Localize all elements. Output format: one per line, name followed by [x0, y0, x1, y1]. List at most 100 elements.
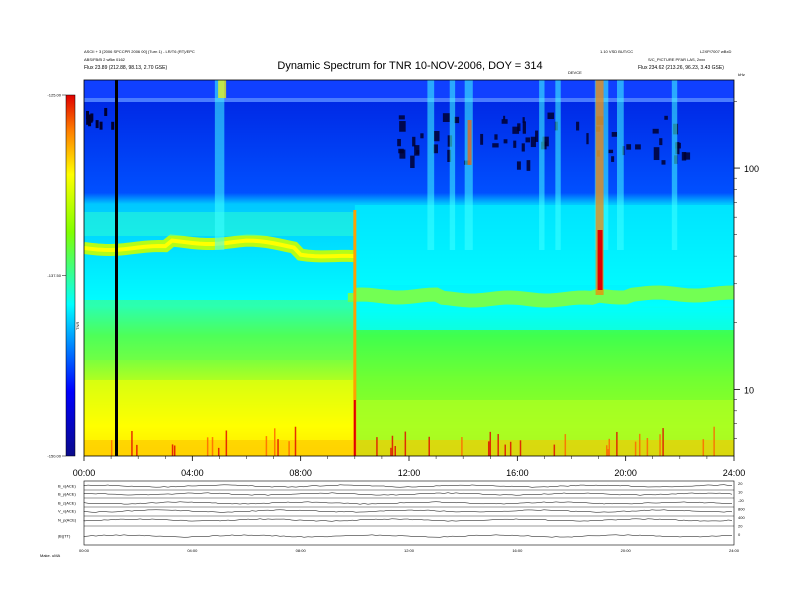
dark-patch: [420, 133, 423, 138]
dark-patch: [399, 121, 406, 132]
dark-patch: [494, 134, 497, 139]
y-tick-label: 100: [744, 164, 759, 174]
low-freq-spike: [131, 431, 133, 456]
dark-patch: [522, 143, 525, 151]
dark-patch: [96, 120, 99, 128]
dark-patch: [399, 115, 405, 119]
low-freq-spike: [428, 437, 430, 456]
chart-title: Dynamic Spectrum for TNR 10-NOV-2006, DO…: [277, 60, 542, 72]
panel-trace: [84, 535, 732, 537]
panel-label: B_y(ACE): [58, 492, 76, 497]
header-info-right-2: L2XP/7007 wBxD: [700, 49, 731, 54]
x-tick-label: 08:00: [289, 468, 312, 478]
dark-patch: [512, 127, 519, 134]
panel-right-label: 10: [738, 490, 743, 495]
burst-top: [218, 80, 226, 98]
low-freq-spike: [461, 437, 463, 456]
dark-patch: [661, 160, 665, 164]
low-freq-spike: [277, 439, 279, 456]
low-freq-spike: [647, 438, 649, 456]
panel-trace: [84, 519, 732, 521]
low-freq-spike: [490, 432, 492, 456]
panel-x-tick-label: 16:00: [512, 548, 523, 553]
dark-patch: [526, 137, 531, 142]
header-info-right-3: S/C_PICTURE PFAR LAS, 2xxx: [648, 57, 705, 62]
low-freq-spike: [212, 437, 214, 456]
header-info-right-4: Flux 234.62 (213.26, 96.23, 3.43 GSE): [638, 65, 724, 71]
panel-label: B_z(ACE): [58, 501, 76, 506]
dark-patch: [398, 149, 404, 154]
header-info-line-3: Flux 23.89 (212.88, 98.13, 2.70 GSE): [84, 65, 167, 71]
panel-label: |B|(TT): [58, 534, 71, 539]
panel-right-label: 400: [738, 515, 745, 520]
dark-patch: [611, 156, 614, 162]
low-freq-spike: [520, 440, 522, 456]
panel-right-label: 0: [738, 532, 741, 537]
colorbar-tick-label: -125.00: [47, 93, 61, 98]
dark-patch: [504, 139, 508, 143]
panel-label: V_x(ACE): [58, 509, 76, 514]
panel-x-tick-label: 00:00: [79, 548, 90, 553]
burst-core: [468, 120, 472, 165]
dark-patch: [513, 141, 516, 148]
low-freq-spike: [218, 448, 220, 456]
y-unit-label: kHz: [738, 72, 745, 77]
low-freq-spike: [295, 427, 297, 456]
low-freq-spike: [662, 428, 664, 456]
panel-trace: [84, 510, 732, 512]
low-freq-spike: [609, 439, 611, 456]
low-freq-spike: [288, 441, 290, 456]
x-tick-label: 20:00: [614, 468, 637, 478]
solar-wind-panels: B_x(ACE)B_y(ACE)B_z(ACE)V_x(ACE)N_p(ACE)…: [58, 481, 745, 553]
dark-patch: [412, 137, 415, 147]
radio-burst-streak: [539, 80, 544, 250]
dark-patch: [653, 129, 659, 134]
low-freq-spike: [659, 434, 661, 456]
x-tick-label: 04:00: [181, 468, 204, 478]
bottom-orange-band: [84, 440, 734, 456]
x-axis: 00:00 04:00 08:00 12:00 16:00 20:00 24:00: [73, 456, 746, 478]
radio-burst-streak: [427, 80, 434, 250]
x-tick-label: 16:00: [506, 468, 529, 478]
panel-right-label: 800: [738, 507, 745, 512]
radio-burst-streak: [450, 80, 455, 250]
dark-patch: [659, 138, 662, 145]
panel-label: N_p(ACE): [58, 518, 77, 523]
low-freq-spike: [266, 436, 268, 456]
panel-x-tick-label: 20:00: [621, 548, 632, 553]
right-cyan-gap: [355, 308, 734, 330]
dark-patch: [111, 122, 114, 130]
low-freq-spike: [207, 437, 209, 456]
radio-burst-streak: [617, 80, 624, 250]
dark-patch: [626, 144, 631, 150]
dark-patch: [535, 131, 538, 142]
dark-patch: [654, 147, 660, 160]
low-freq-spike: [565, 434, 567, 456]
low-freq-spike: [635, 442, 637, 456]
header-info-right-1: 1.10 VSD BUT/CC: [600, 49, 633, 54]
panel-trace: [84, 485, 732, 488]
header-info-line-2: ABS/FB/B 2 wBw 0162: [84, 57, 126, 62]
header-center-small: DEVCE: [568, 70, 582, 75]
low-freq-spike: [639, 434, 641, 456]
low-freq-spike: [172, 444, 174, 456]
dark-patch: [434, 131, 440, 141]
panel-right-label: 20: [738, 524, 743, 529]
left-lower-green: [84, 300, 355, 360]
panel-right-label: -20: [738, 498, 745, 503]
low-freq-spike: [488, 441, 490, 456]
dark-patch: [682, 152, 686, 161]
low-freq-spike: [504, 445, 506, 456]
low-freq-spike: [616, 432, 618, 456]
low-freq-spike: [405, 432, 407, 456]
data-gap-line: [115, 80, 118, 456]
top-band: [84, 80, 734, 98]
dark-patch: [664, 116, 668, 120]
right-plasma-ridge: [355, 293, 734, 301]
low-freq-spike: [713, 427, 715, 456]
low-freq-spike: [510, 442, 512, 456]
low-freq-spike: [226, 431, 228, 456]
low-freq-spike: [394, 446, 396, 456]
panel-x-tick-label: 12:00: [404, 548, 415, 553]
